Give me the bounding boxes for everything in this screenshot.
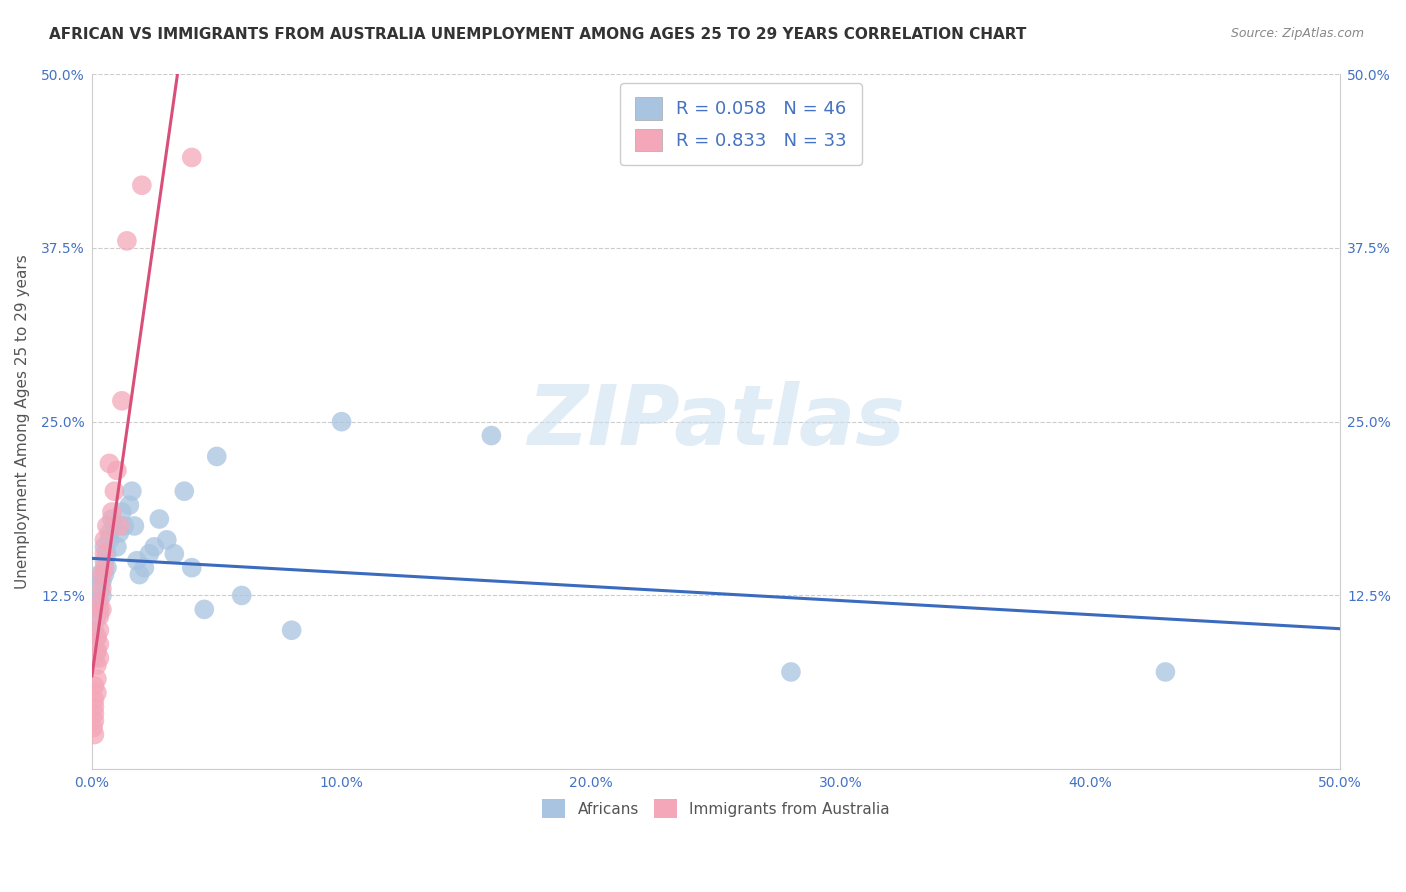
Y-axis label: Unemployment Among Ages 25 to 29 years: Unemployment Among Ages 25 to 29 years [15, 254, 30, 589]
Point [330, 415, 353, 429]
Point [90, 589, 112, 603]
Point [86, 686, 108, 700]
Point [83, 699, 105, 714]
Point [83, 727, 105, 741]
Text: AFRICAN VS IMMIGRANTS FROM AUSTRALIA UNEMPLOYMENT AMONG AGES 25 TO 29 YEARS CORR: AFRICAN VS IMMIGRANTS FROM AUSTRALIA UNE… [49, 27, 1026, 42]
Point [98, 525, 121, 540]
Point [98, 456, 121, 470]
Point [86, 644, 108, 658]
Point [83, 679, 105, 693]
Text: ZIPatlas: ZIPatlas [527, 381, 905, 462]
Point [89, 609, 111, 624]
Point [89, 582, 111, 596]
Point [108, 525, 131, 540]
Point [173, 484, 195, 499]
Point [105, 540, 128, 554]
Point [156, 533, 179, 547]
Point [128, 567, 150, 582]
Point [112, 519, 135, 533]
Point [86, 658, 108, 673]
Point [111, 393, 134, 408]
Point [89, 595, 111, 609]
Point [143, 540, 166, 554]
Point [96, 519, 118, 533]
Point [108, 519, 131, 533]
Point [124, 519, 146, 533]
Point [86, 644, 108, 658]
Point [90, 574, 112, 589]
Point [86, 630, 108, 644]
Point [134, 560, 156, 574]
Point [118, 498, 141, 512]
Point [1154, 665, 1177, 679]
Point [93, 540, 115, 554]
Point [89, 567, 111, 582]
Point [89, 651, 111, 665]
Point [131, 178, 153, 193]
Point [83, 651, 105, 665]
Point [103, 519, 125, 533]
Point [148, 512, 170, 526]
Point [101, 505, 124, 519]
Point [101, 512, 124, 526]
Point [193, 602, 215, 616]
Point [231, 589, 253, 603]
Point [86, 609, 108, 624]
Point [93, 533, 115, 547]
Point [105, 463, 128, 477]
Point [780, 665, 803, 679]
Point [83, 624, 105, 638]
Legend: Africans, Immigrants from Australia: Africans, Immigrants from Australia [536, 793, 896, 824]
Point [103, 484, 125, 499]
Point [89, 602, 111, 616]
Point [93, 567, 115, 582]
Point [82, 721, 104, 735]
Point [93, 560, 115, 574]
Point [180, 560, 202, 574]
Point [86, 630, 108, 644]
Point [83, 706, 105, 721]
Point [86, 595, 108, 609]
Point [93, 547, 115, 561]
Point [83, 637, 105, 651]
Point [86, 672, 108, 686]
Point [138, 547, 160, 561]
Text: Source: ZipAtlas.com: Source: ZipAtlas.com [1230, 27, 1364, 40]
Point [180, 151, 202, 165]
Point [205, 450, 228, 464]
Point [83, 714, 105, 728]
Point [89, 624, 111, 638]
Point [93, 554, 115, 568]
Point [98, 533, 121, 547]
Point [96, 547, 118, 561]
Point [280, 624, 302, 638]
Point [90, 567, 112, 582]
Point [115, 234, 138, 248]
Point [111, 505, 134, 519]
Point [163, 547, 186, 561]
Point [479, 428, 502, 442]
Point [90, 602, 112, 616]
Point [125, 554, 148, 568]
Point [89, 637, 111, 651]
Point [96, 560, 118, 574]
Point [83, 693, 105, 707]
Point [121, 484, 143, 499]
Point [90, 582, 112, 596]
